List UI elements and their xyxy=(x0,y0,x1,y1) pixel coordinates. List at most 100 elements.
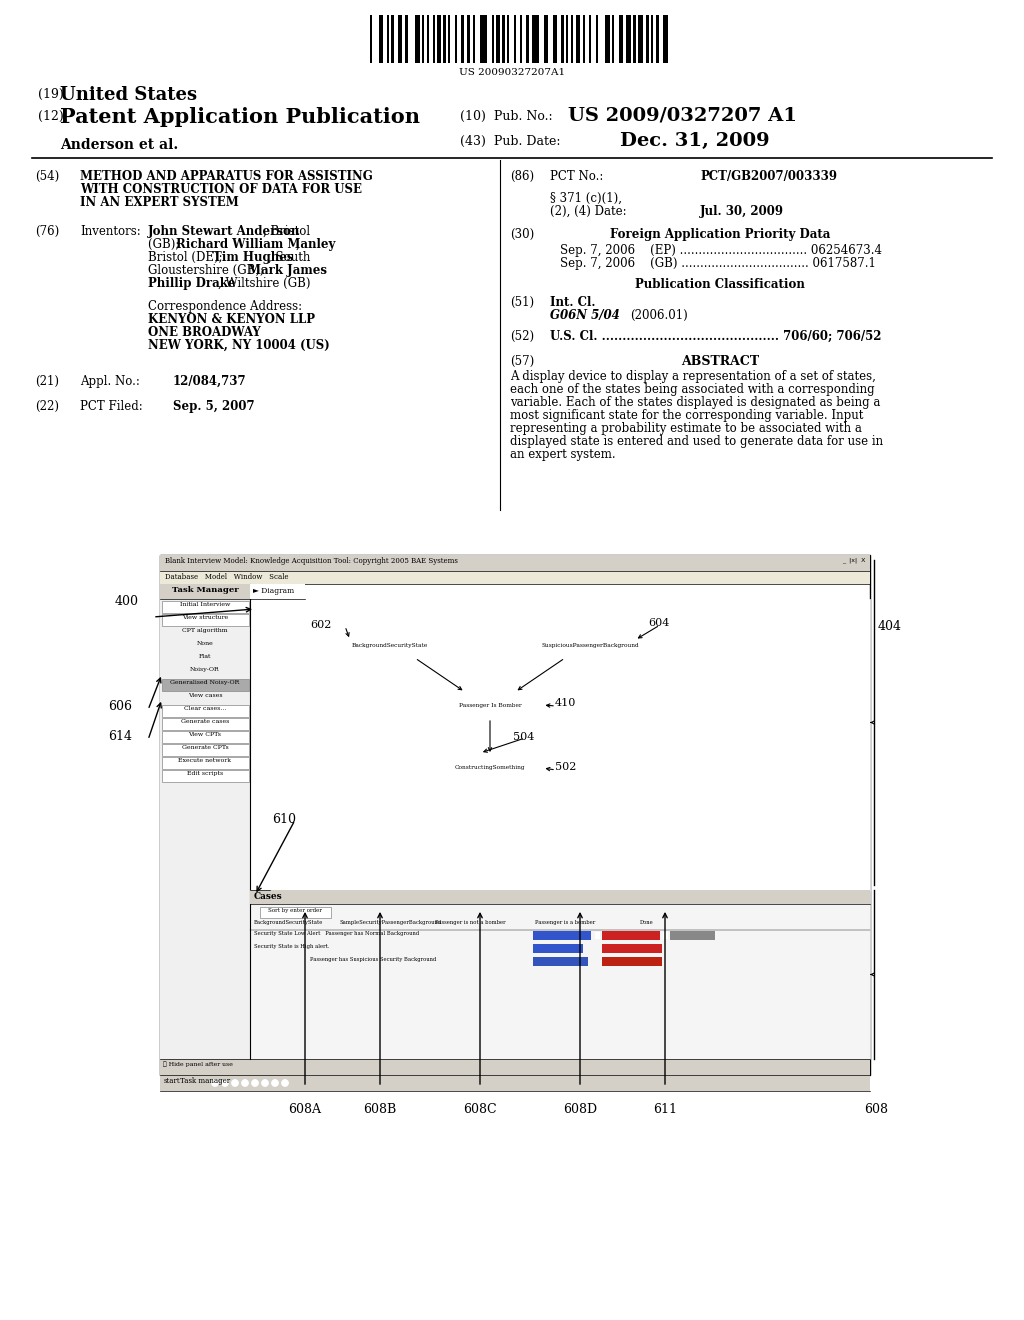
Text: 400: 400 xyxy=(115,595,139,609)
Text: Task manager: Task manager xyxy=(180,1077,230,1085)
FancyBboxPatch shape xyxy=(162,756,249,768)
Bar xyxy=(473,15,475,63)
Circle shape xyxy=(271,1080,279,1086)
Bar xyxy=(422,15,424,63)
Text: Phillip Drake: Phillip Drake xyxy=(148,277,236,290)
Text: KENYON & KENYON LLP: KENYON & KENYON LLP xyxy=(148,313,315,326)
FancyBboxPatch shape xyxy=(162,730,249,742)
Text: most significant state for the corresponding variable. Input: most significant state for the correspon… xyxy=(510,409,863,422)
FancyBboxPatch shape xyxy=(162,678,249,690)
Text: Security State Low Alert   Passenger has Normal Background: Security State Low Alert Passenger has N… xyxy=(254,931,419,936)
Text: (57): (57) xyxy=(510,355,535,368)
Text: Blank Interview Model: Knowledge Acquisition Tool: Copyright 2005 BAE Systems: Blank Interview Model: Knowledge Acquisi… xyxy=(165,557,458,565)
FancyBboxPatch shape xyxy=(162,614,249,626)
Bar xyxy=(602,944,662,953)
Text: Task Manager: Task Manager xyxy=(172,586,239,594)
Bar xyxy=(380,15,383,63)
Text: Generate CPTs: Generate CPTs xyxy=(181,744,228,750)
Bar xyxy=(427,15,429,63)
Text: BackgroundSecurityState: BackgroundSecurityState xyxy=(254,920,324,925)
Text: ☐ Hide panel after use: ☐ Hide panel after use xyxy=(163,1061,232,1067)
Bar xyxy=(250,599,870,890)
Text: , Wiltshire (GB): , Wiltshire (GB) xyxy=(218,277,310,290)
Ellipse shape xyxy=(437,692,543,718)
Text: ,: , xyxy=(296,238,300,251)
Text: Gloustershire (GB);: Gloustershire (GB); xyxy=(148,264,267,277)
Bar xyxy=(437,15,441,63)
Bar xyxy=(480,15,487,63)
Text: , South: , South xyxy=(268,251,310,264)
Text: View cases: View cases xyxy=(187,693,222,698)
Bar xyxy=(520,15,522,63)
Text: Done: Done xyxy=(640,920,653,925)
Circle shape xyxy=(212,1080,218,1086)
Bar xyxy=(160,1074,870,1092)
Text: (22): (22) xyxy=(35,400,59,413)
Bar xyxy=(250,890,870,1059)
Text: 12/084,737: 12/084,737 xyxy=(173,375,247,388)
Bar xyxy=(503,15,505,63)
Bar xyxy=(663,932,668,939)
Text: 608C: 608C xyxy=(463,1104,497,1115)
Text: displayed state is entered and used to generate data for use in: displayed state is entered and used to g… xyxy=(510,436,883,447)
Text: Bristol (DE);: Bristol (DE); xyxy=(148,251,226,264)
Text: 608A: 608A xyxy=(289,1104,322,1115)
Text: Mark James: Mark James xyxy=(248,264,327,277)
Bar xyxy=(596,15,598,63)
Bar xyxy=(386,15,389,63)
FancyBboxPatch shape xyxy=(162,601,249,612)
Circle shape xyxy=(242,1080,249,1086)
Bar xyxy=(514,15,516,63)
Bar xyxy=(447,15,451,63)
Text: PCT Filed:: PCT Filed: xyxy=(80,400,142,413)
Circle shape xyxy=(252,1080,258,1086)
Text: 404: 404 xyxy=(878,620,902,634)
Bar xyxy=(406,15,408,63)
Text: IN AN EXPERT SYSTEM: IN AN EXPERT SYSTEM xyxy=(80,195,239,209)
Circle shape xyxy=(282,1080,289,1086)
Text: (10)  Pub. No.:: (10) Pub. No.: xyxy=(460,110,553,123)
Bar xyxy=(655,15,659,63)
Text: variable. Each of the states displayed is designated as being a: variable. Each of the states displayed i… xyxy=(510,396,881,409)
Text: 610: 610 xyxy=(272,813,296,826)
Text: (GB);: (GB); xyxy=(148,238,183,251)
Text: (54): (54) xyxy=(35,170,59,183)
Bar xyxy=(443,15,445,63)
Bar xyxy=(553,15,557,63)
Text: Clear cases...: Clear cases... xyxy=(184,706,226,711)
Text: (2), (4) Date:: (2), (4) Date: xyxy=(550,205,627,218)
Text: Passenger is not a bomber: Passenger is not a bomber xyxy=(435,920,506,925)
FancyBboxPatch shape xyxy=(259,907,331,917)
Text: (52): (52) xyxy=(510,330,535,343)
FancyBboxPatch shape xyxy=(162,705,249,717)
Text: ONE BROADWAY: ONE BROADWAY xyxy=(148,326,261,339)
Text: G06N 5/04: G06N 5/04 xyxy=(550,309,620,322)
Circle shape xyxy=(221,1080,228,1086)
Bar xyxy=(620,15,623,63)
Text: Anderson et al.: Anderson et al. xyxy=(60,139,178,152)
Bar xyxy=(160,554,870,1074)
Bar xyxy=(561,15,563,63)
Bar xyxy=(507,15,509,63)
Text: 611: 611 xyxy=(653,1104,677,1115)
Bar xyxy=(250,890,870,904)
Text: (19): (19) xyxy=(38,88,63,102)
Text: Richard William Manley: Richard William Manley xyxy=(176,238,336,251)
Bar xyxy=(634,15,636,63)
Text: Patent Application Publication: Patent Application Publication xyxy=(60,107,420,127)
Bar xyxy=(595,932,600,939)
Text: ConstructingSomething: ConstructingSomething xyxy=(455,766,525,771)
Bar xyxy=(589,15,591,63)
Text: Sep. 7, 2006    (EP) .................................. 06254673.4: Sep. 7, 2006 (EP) ......................… xyxy=(560,244,882,257)
Bar xyxy=(526,15,529,63)
Text: A display device to display a representation of a set of states,: A display device to display a representa… xyxy=(510,370,876,383)
Text: _  |x|  X: _ |x| X xyxy=(842,557,865,562)
Text: CPT algorithm: CPT algorithm xyxy=(182,628,227,634)
Text: (43)  Pub. Date:: (43) Pub. Date: xyxy=(460,135,560,148)
Text: John Stewart Anderson: John Stewart Anderson xyxy=(148,224,300,238)
Bar xyxy=(250,583,305,599)
Bar xyxy=(583,15,585,63)
Text: 602: 602 xyxy=(310,620,332,630)
Text: Passenger has Suspicious Security Background: Passenger has Suspicious Security Backgr… xyxy=(310,957,436,962)
Bar xyxy=(398,15,401,63)
